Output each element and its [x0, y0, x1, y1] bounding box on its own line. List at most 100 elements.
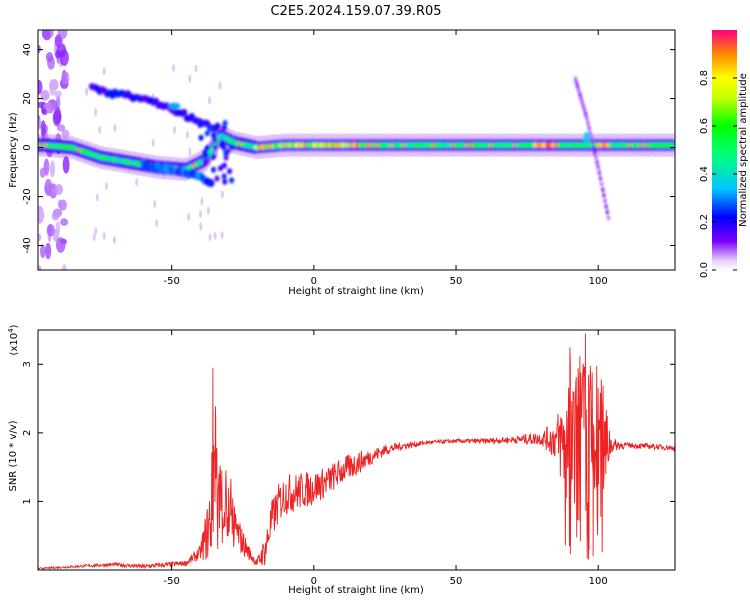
spectral-wisp	[55, 221, 61, 235]
spectral-wisp	[187, 213, 191, 222]
lower-branch-mark	[208, 179, 215, 188]
colorbar: 0.0 0.2 0.4 0.6 0.8 Normalized spectral ampl…	[699, 30, 749, 278]
spectral-wisp	[104, 182, 108, 191]
spectral-wisp	[200, 197, 204, 206]
spectral-wisp	[40, 244, 46, 259]
y-tick-label: 20	[22, 92, 33, 105]
spectral-wisp	[186, 130, 190, 139]
x-tick-label: 50	[450, 576, 463, 587]
y-tick-label: 1	[22, 498, 33, 504]
streak-mark	[597, 170, 601, 176]
streak-mark	[595, 159, 599, 165]
colorbar-ticks: 0.0 0.2 0.4 0.6 0.8	[699, 70, 737, 278]
spectral-wisp	[38, 233, 42, 242]
spectral-wisp	[49, 30, 54, 37]
spectral-wisp	[55, 95, 61, 110]
spectral-wisp	[54, 184, 64, 196]
spectral-wisp	[42, 102, 53, 110]
spectral-wisp	[52, 109, 62, 127]
burst-mark	[214, 175, 220, 182]
streak-mark	[578, 92, 582, 98]
spectral-wisp	[113, 236, 117, 245]
burst-mark	[221, 162, 227, 169]
spectral-wisp	[40, 120, 47, 138]
burst-mark	[217, 165, 223, 172]
spectral-wisp	[95, 193, 99, 202]
spectral-wisp	[51, 211, 60, 221]
spectral-wisp	[94, 226, 98, 235]
spectral-wisp	[102, 231, 106, 240]
spectrogram-ylabel: Frequency (Hz)	[8, 112, 19, 188]
burst-mark	[212, 144, 218, 151]
spectral-wisp	[38, 44, 41, 54]
burst-mark	[211, 166, 217, 173]
spectral-wisp	[62, 156, 70, 174]
streak-mark	[579, 95, 583, 102]
spectral-wisp	[45, 52, 54, 63]
streak-mark	[582, 107, 587, 113]
burst-mark	[229, 144, 235, 151]
spectral-wisp	[151, 138, 155, 147]
spectral-wisp	[40, 89, 50, 101]
colorbar-tick-label: 0.0	[699, 262, 710, 278]
spectral-wisp	[208, 96, 212, 105]
burst-mark	[210, 132, 216, 139]
spectrogram-panel: -50 0 50 100 -40 -20 0 20 40 Height of straight …	[8, 29, 676, 297]
spectral-wisp	[215, 149, 219, 158]
snr-line	[38, 333, 675, 570]
y-tick-label: -40	[22, 237, 33, 253]
spectral-wisp	[46, 224, 55, 237]
spectral-wisp	[102, 67, 106, 76]
spectral-wisp	[173, 125, 177, 134]
burst-mark	[207, 125, 213, 132]
colorbar-tick-label: 0.2	[699, 214, 710, 230]
snr-series	[38, 333, 675, 570]
streak-mark	[576, 84, 580, 90]
spectrogram-xlabel: Height of straight line (km)	[288, 286, 424, 297]
spectral-wisp	[198, 210, 202, 219]
burst-mark	[211, 153, 217, 160]
streak-mark	[588, 130, 592, 136]
burst-mark	[223, 154, 229, 161]
spectral-wisp	[61, 264, 67, 270]
upper-branch-mark	[181, 108, 188, 116]
streak-mark	[580, 99, 584, 106]
streak-mark	[586, 120, 590, 126]
spectrogram-frame	[37, 29, 676, 271]
streak-mark	[584, 111, 588, 117]
spectral-wisp	[60, 218, 69, 226]
y-tick-label: 2	[22, 430, 33, 436]
colorbar-tick-label: 0.8	[699, 70, 710, 86]
spectral-wisp	[58, 199, 67, 211]
x-tick-label: 100	[589, 576, 608, 587]
snr-unit-base: (x10	[9, 333, 20, 356]
spectral-wisp	[194, 64, 198, 73]
colorbar-tick-label: 0.6	[699, 118, 710, 134]
y-tick-label: 0	[22, 144, 33, 150]
colorbar-tick-label: 0.4	[699, 166, 710, 182]
main-trace-core	[670, 142, 675, 148]
spectral-wisp	[172, 64, 176, 73]
spectral-wisp	[45, 242, 52, 260]
snr-frame	[37, 329, 676, 571]
figure-title: C2E5.2024.159.07.39.R05	[270, 4, 441, 19]
x-tick-label: 100	[589, 276, 608, 287]
burst-mark	[198, 134, 204, 141]
spectral-wisp	[61, 71, 70, 85]
spectral-wisp	[49, 160, 56, 178]
burst-mark	[227, 168, 233, 175]
spectral-wisp	[92, 233, 96, 242]
x-tick-label: -50	[163, 576, 179, 587]
burst-mark	[204, 145, 210, 152]
spectral-wisp	[49, 80, 56, 96]
streak-mark	[585, 115, 589, 121]
spectral-wisp	[188, 147, 192, 156]
spectral-wisp	[38, 79, 43, 95]
streak-mark	[602, 192, 606, 198]
streak-mark	[606, 215, 611, 221]
snr-unit-exponent: 4	[7, 328, 15, 333]
streak-mark	[600, 181, 604, 187]
spectral-wisp	[206, 206, 210, 215]
spectral-wisp	[61, 129, 70, 139]
burst-mark	[212, 137, 218, 144]
